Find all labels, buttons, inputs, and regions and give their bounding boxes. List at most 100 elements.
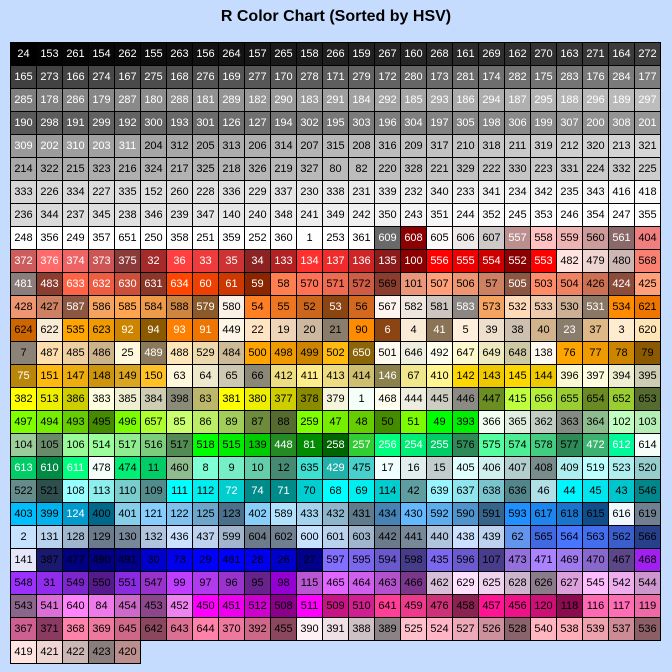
color-swatch: 528 (504, 617, 531, 641)
color-swatch: 509 (322, 594, 349, 618)
color-swatch: 144 (530, 364, 557, 388)
color-swatch: 206 (244, 134, 271, 158)
color-swatch: 628 (504, 571, 531, 595)
color-swatch: 133 (270, 249, 297, 273)
color-swatch: 536 (634, 617, 661, 641)
color-swatch: 21 (322, 318, 349, 342)
color-swatch: 189 (608, 88, 635, 112)
color-swatch: 549 (62, 571, 89, 595)
color-swatch: 371 (36, 617, 63, 641)
color-swatch: 54 (244, 295, 271, 319)
color-swatch: 161 (452, 42, 479, 66)
color-swatch: 185 (400, 88, 427, 112)
color-swatch: 502 (322, 341, 349, 365)
color-swatch: 492 (426, 341, 453, 365)
color-swatch: 612 (608, 433, 635, 457)
color-swatch: 526 (478, 617, 505, 641)
color-swatch: 519 (582, 456, 609, 480)
color-swatch: 266 (322, 42, 349, 66)
color-swatch: 165 (10, 65, 37, 89)
color-swatch: 386 (62, 387, 89, 411)
color-swatch: 638 (478, 479, 505, 503)
color-swatch: 468 (374, 387, 401, 411)
color-swatch: 545 (582, 571, 609, 595)
color-swatch: 156 (192, 42, 219, 66)
color-swatch: 582 (400, 295, 427, 319)
color-swatch: 39 (478, 318, 505, 342)
color-swatch: 413 (322, 364, 349, 388)
color-swatch: 223 (530, 157, 557, 181)
color-swatch: 89 (218, 410, 245, 434)
color-swatch: 448 (270, 433, 297, 457)
color-swatch: 534 (608, 295, 635, 319)
color-swatch: 520 (634, 456, 661, 480)
color-swatch: 309 (10, 134, 37, 158)
color-swatch: 219 (270, 157, 297, 181)
color-swatch: 398 (166, 387, 193, 411)
color-swatch: 36 (166, 249, 193, 273)
color-swatch: 45 (582, 479, 609, 503)
color-swatch: 183 (296, 88, 323, 112)
color-swatch: 430 (400, 502, 427, 526)
color-swatch: 344 (36, 203, 63, 227)
color-swatch: 590 (452, 502, 479, 526)
color-swatch: 632 (88, 272, 115, 296)
color-swatch: 153 (36, 42, 63, 66)
color-swatch: 297 (634, 88, 661, 112)
color-swatch: 329 (452, 157, 479, 181)
color-swatch: 429 (322, 456, 349, 480)
color-swatch: 554 (478, 249, 505, 273)
color-swatch: 634 (166, 272, 193, 296)
color-swatch: 155 (140, 42, 167, 66)
color-swatch: 516 (140, 433, 167, 457)
color-swatch: 475 (348, 456, 375, 480)
color-swatch: 404 (634, 226, 661, 250)
color-swatch: 476 (426, 594, 453, 618)
color-swatch: 342 (530, 180, 557, 204)
color-swatch: 208 (348, 134, 375, 158)
color-swatch: 104 (10, 433, 37, 457)
color-swatch: 87 (244, 410, 271, 434)
color-swatch: 204 (140, 134, 167, 158)
color-swatch: 197 (426, 111, 453, 135)
color-swatch: 544 (634, 571, 661, 595)
color-swatch: 319 (530, 134, 557, 158)
color-swatch: 556 (426, 249, 453, 273)
color-swatch: 406 (478, 456, 505, 480)
color-swatch: 140 (218, 203, 245, 227)
color-swatch: 463 (374, 571, 401, 595)
color-swatch: 561 (608, 226, 635, 250)
color-swatch: 414 (348, 364, 375, 388)
color-swatch: 343 (582, 180, 609, 204)
color-swatch: 237 (62, 203, 89, 227)
color-swatch: 303 (348, 111, 375, 135)
color-swatch: 213 (608, 134, 635, 158)
color-swatch: 559 (556, 226, 583, 250)
color-swatch: 597 (322, 548, 349, 572)
color-swatch: 639 (426, 479, 453, 503)
color-swatch: 25 (114, 341, 141, 365)
color-swatch: 568 (634, 249, 661, 273)
color-swatch: 41 (426, 318, 453, 342)
color-swatch: 625 (478, 571, 505, 595)
color-swatch: 351 (426, 203, 453, 227)
color-swatch: 617 (530, 502, 557, 526)
color-swatch: 1 (348, 387, 375, 411)
color-swatch: 656 (530, 387, 557, 411)
color-swatch: 62 (504, 525, 531, 549)
color-swatch: 495 (88, 410, 115, 434)
color-swatch: 19 (270, 318, 297, 342)
color-swatch: 78 (608, 341, 635, 365)
color-swatch: 627 (556, 571, 583, 595)
color-swatch: 491 (114, 548, 141, 572)
color-swatch: 141 (10, 548, 37, 572)
color-swatch: 378 (296, 387, 323, 411)
color-swatch: 361 (348, 226, 375, 250)
color-swatch: 195 (322, 111, 349, 135)
color-swatch: 567 (374, 295, 401, 319)
color-swatch: 484 (218, 341, 245, 365)
color-swatch: 515 (218, 433, 245, 457)
color-swatch: 6 (374, 318, 401, 342)
color-swatch: 339 (374, 180, 401, 204)
color-swatch: 524 (426, 617, 453, 641)
